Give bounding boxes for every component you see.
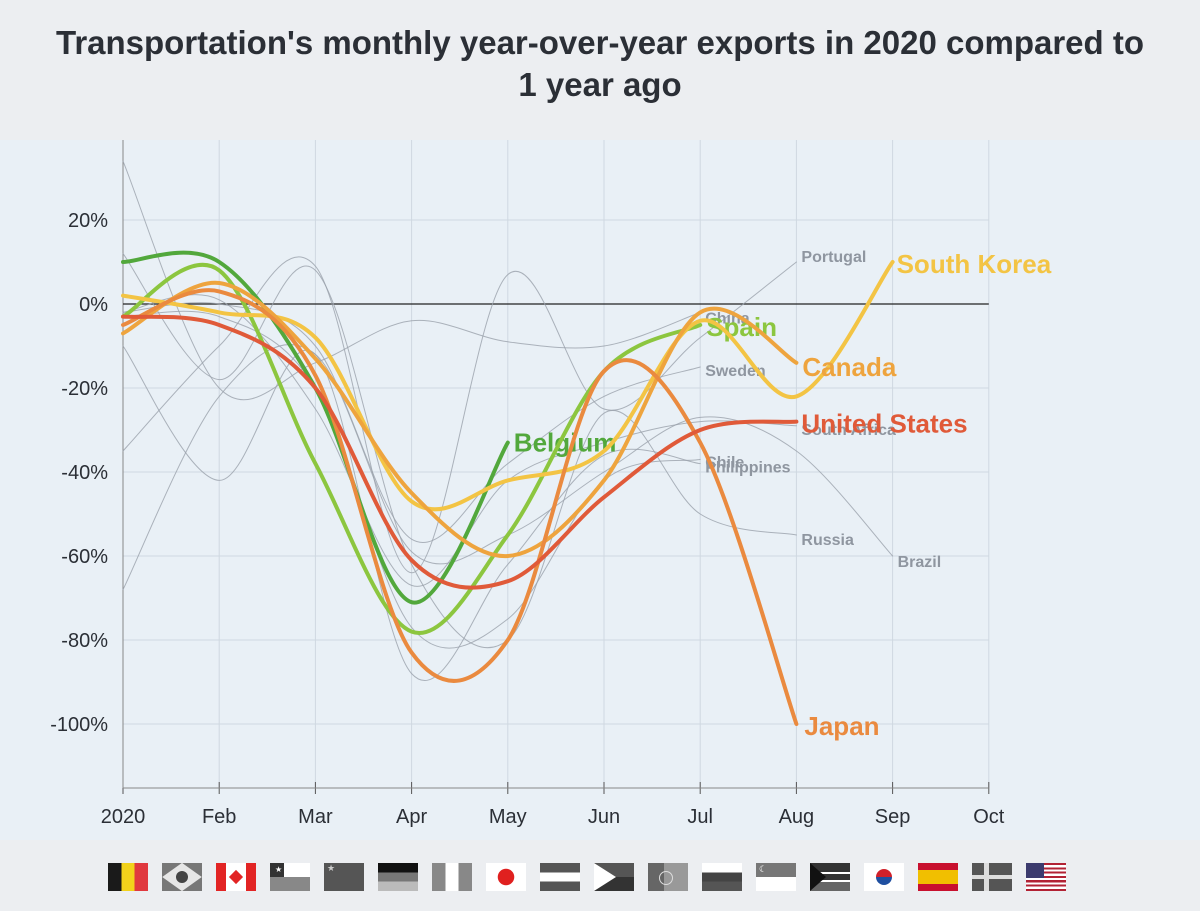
chart-title-line-1: Transportation's monthly year-over-year … (55, 24, 1145, 61)
flag-japan-icon (486, 863, 526, 891)
flag-brazil-icon (162, 863, 202, 891)
series-line-united-states (121, 314, 799, 590)
flag-sweden-icon (972, 863, 1012, 891)
x-tick-label: Aug (779, 806, 815, 828)
flag-canada-icon (216, 863, 256, 891)
flag-russia-icon (702, 863, 742, 891)
flag-portugal-icon (648, 863, 688, 891)
series-line-brazil (122, 344, 894, 591)
flag-united-states-icon (1026, 863, 1066, 891)
y-tick-label: 20% (68, 210, 108, 232)
series-line-japan (121, 288, 799, 726)
series-label-japan: Japan (804, 711, 879, 741)
y-tick-label: -20% (61, 378, 108, 400)
series-label-sweden: Sweden (705, 363, 765, 380)
x-tick-label: Mar (298, 806, 333, 828)
series-line-china (122, 160, 701, 401)
chart-title: Transportation's monthly year-over-year … (0, 22, 1200, 106)
flag-germany-icon (378, 863, 418, 891)
x-tick-label: 2020 (101, 806, 146, 828)
series-line-south-africa (122, 294, 797, 587)
flag-south-korea-icon (864, 863, 904, 891)
flag-singapore-icon: ☾ (756, 863, 796, 891)
x-tick-label: Jul (687, 806, 713, 828)
flag-china-icon: ★ (324, 863, 364, 891)
series-label-united-states: United States (801, 409, 967, 439)
series-label-canada: Canada (802, 352, 896, 382)
series-line-philippines (122, 345, 701, 681)
flag-netherlands-icon (540, 863, 580, 891)
y-tick-label: -80% (61, 630, 108, 652)
y-tick-label: -100% (50, 714, 108, 736)
x-tick-label: Feb (202, 806, 236, 828)
y-tick-label: -60% (61, 546, 108, 568)
series-label-philippines: Philippines (705, 460, 790, 477)
y-tick-label: 0% (79, 294, 108, 316)
plot-background (0, 140, 1200, 840)
series-label-chile: Chile (705, 454, 744, 471)
flag-philippines-icon (594, 863, 634, 891)
flag-belgium-icon (108, 863, 148, 891)
x-tick-label: Oct (973, 806, 1005, 828)
series-label-brazil: Brazil (898, 554, 942, 571)
x-tick-label: May (489, 806, 527, 828)
series-line-russia (122, 253, 797, 649)
country-flag-legend: ★ ★ ☾ (108, 863, 1066, 893)
series-label-russia: Russia (801, 532, 854, 549)
series-label-south-korea: South Korea (897, 249, 1052, 279)
flag-south-africa-icon (810, 863, 850, 891)
flag-spain-icon (918, 863, 958, 891)
flag-italy-icon (432, 863, 472, 891)
chart-title-line-2: 1 year ago (518, 66, 682, 103)
series-line-belgium (121, 250, 510, 605)
flag-chile-icon: ★ (270, 863, 310, 891)
x-tick-label: Apr (396, 806, 427, 828)
series-line-canada (121, 280, 799, 559)
series-label-portugal: Portugal (801, 249, 866, 266)
x-tick-label: Jun (588, 806, 620, 828)
x-tick-label: Sep (875, 806, 911, 828)
series-label-south-africa: South Africa (801, 422, 896, 439)
y-tick-label: -40% (61, 462, 108, 484)
